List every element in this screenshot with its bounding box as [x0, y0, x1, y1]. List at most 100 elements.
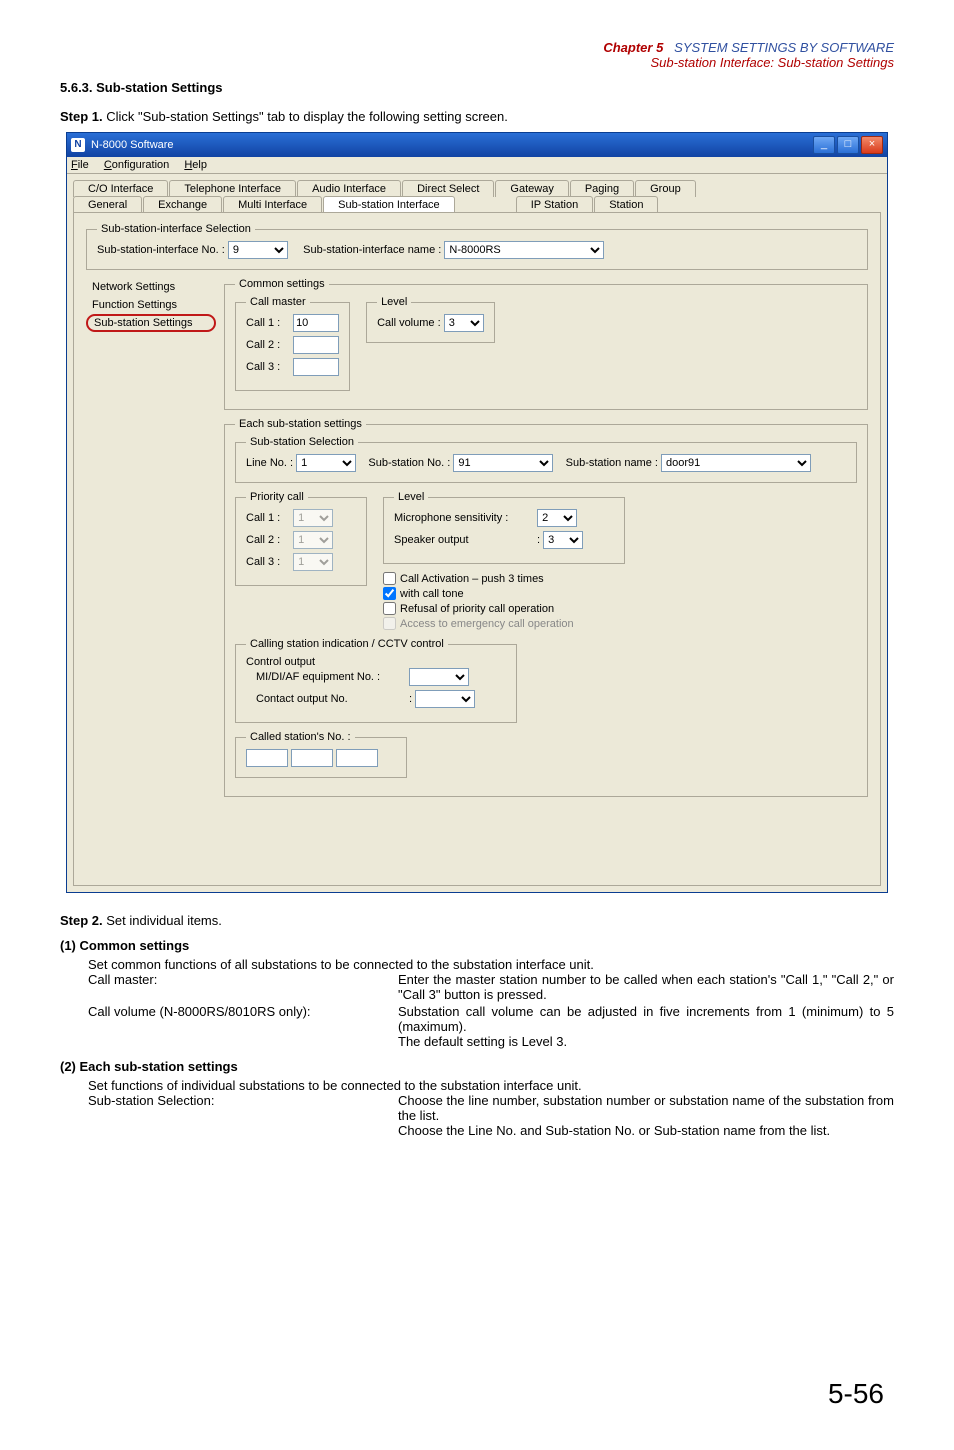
chapter-label: Chapter 5	[603, 40, 663, 55]
each-level-legend: Level	[394, 491, 428, 503]
call-volume-label: Call volume :	[377, 317, 441, 329]
cctv-legend: Calling station indication / CCTV contro…	[246, 638, 448, 650]
menu-configuration[interactable]: Configuration	[104, 159, 169, 171]
tab-paging[interactable]: Paging	[570, 180, 634, 197]
tab-group[interactable]: Group	[635, 180, 696, 197]
interface-name-select[interactable]: N-8000RS	[444, 241, 604, 259]
subtitle-2: (2) Each sub-station settings	[60, 1059, 894, 1074]
refusal-check[interactable]	[383, 602, 396, 615]
sub-name-label: Sub-station name :	[566, 457, 658, 469]
each-substation-group: Each sub-station settings Sub-station Se…	[224, 418, 868, 797]
each-substation-legend: Each sub-station settings	[235, 418, 366, 430]
sub-no-label: Sub-station No. :	[368, 457, 450, 469]
row1-right: Enter the master station number to be ca…	[398, 972, 894, 1002]
mic-label: Microphone sensitivity :	[394, 512, 534, 524]
row3-right-b: Choose the Line No. and Sub-station No. …	[398, 1123, 894, 1138]
tab-co-interface[interactable]: C/O Interface	[73, 180, 168, 197]
called-3[interactable]	[336, 749, 378, 767]
menu-file[interactable]: File	[71, 159, 89, 171]
page-number: 5-56	[60, 1378, 894, 1410]
call3-label: Call 3 :	[246, 361, 290, 373]
step2-line: Step 2. Set individual items.	[60, 913, 894, 928]
contact-select[interactable]	[415, 690, 475, 708]
call-volume-select[interactable]: 3	[444, 314, 484, 332]
p-call3-select: 1	[293, 553, 333, 571]
tab-station[interactable]: Station	[594, 196, 658, 213]
sidebar-item-network-settings[interactable]: Network Settings	[86, 278, 216, 296]
p-call2-label: Call 2 :	[246, 534, 290, 546]
called-station-legend: Called station's No. :	[246, 731, 355, 743]
chapter-header: Chapter 5 SYSTEM SETTINGS BY SOFTWARE Su…	[60, 40, 894, 70]
section-title: 5.6.3. Sub-station Settings	[60, 80, 894, 95]
interface-name-label: Sub-station-interface name :	[303, 244, 441, 256]
called-station-group: Called station's No. :	[235, 731, 407, 778]
tab-direct-select[interactable]: Direct Select	[402, 180, 494, 197]
p-call2-select: 1	[293, 531, 333, 549]
call1-input[interactable]	[293, 314, 339, 332]
called-1[interactable]	[246, 749, 288, 767]
eq-label: MI/DI/AF equipment No. :	[256, 671, 406, 683]
call1-label: Call 1 :	[246, 317, 290, 329]
common-level-legend: Level	[377, 296, 411, 308]
control-output-label: Control output	[246, 656, 506, 668]
step1-label: Step 1.	[60, 109, 103, 124]
close-button[interactable]: ×	[861, 136, 883, 154]
with-call-tone-check[interactable]	[383, 587, 396, 600]
p-call1-label: Call 1 :	[246, 512, 290, 524]
common-level-group: Level Call volume : 3	[366, 296, 495, 343]
step2-label: Step 2.	[60, 913, 103, 928]
top-selection-group: Sub-station-interface Selection Sub-stat…	[86, 223, 868, 270]
subtitle-1: (1) Common settings	[60, 938, 894, 953]
spk-select[interactable]: 3	[543, 531, 583, 549]
common-settings-legend: Common settings	[235, 278, 329, 290]
p-call1-select: 1	[293, 509, 333, 527]
call3-input[interactable]	[293, 358, 339, 376]
tab-substation-interface[interactable]: Sub-station Interface	[323, 196, 455, 213]
tab-multi-interface[interactable]: Multi Interface	[223, 196, 322, 213]
p-call3-label: Call 3 :	[246, 556, 290, 568]
chapter-title: SYSTEM SETTINGS BY SOFTWARE	[674, 40, 894, 55]
substation-selection-group: Sub-station Selection Line No. : 1 Sub-s…	[235, 436, 857, 483]
spk-label: Speaker output	[394, 534, 534, 546]
emergency-check	[383, 617, 396, 630]
settings-sidebar: Network Settings Function Settings Sub-s…	[86, 278, 216, 332]
interface-no-select[interactable]: 9	[228, 241, 288, 259]
sidebar-item-function-settings[interactable]: Function Settings	[86, 296, 216, 314]
step2-text: Set individual items.	[106, 913, 222, 928]
line-no-select[interactable]: 1	[296, 454, 356, 472]
contact-label: Contact output No.	[256, 693, 406, 705]
eq-select[interactable]	[409, 668, 469, 686]
called-2[interactable]	[291, 749, 333, 767]
app-icon: N	[71, 138, 85, 152]
chapter-sub: Sub-station Interface: Sub-station Setti…	[60, 55, 894, 70]
each-level-group: Level Microphone sensitivity : 2	[383, 491, 625, 564]
tab-gateway[interactable]: Gateway	[495, 180, 568, 197]
sub-name-select[interactable]: door91	[661, 454, 811, 472]
maximize-button[interactable]: □	[837, 136, 859, 154]
refusal-label: Refusal of priority call operation	[400, 603, 554, 615]
call2-input[interactable]	[293, 336, 339, 354]
with-call-tone-label: with call tone	[400, 588, 464, 600]
menu-help[interactable]: Help	[184, 159, 207, 171]
sub-no-select[interactable]: 91	[453, 454, 553, 472]
cctv-group: Calling station indication / CCTV contro…	[235, 638, 517, 723]
menubar: File Configuration Help	[67, 157, 887, 174]
window-title: N-8000 Software	[91, 139, 174, 151]
tab-ip-station[interactable]: IP Station	[516, 196, 594, 213]
row3-right-a: Choose the line number, substation numbe…	[398, 1093, 894, 1123]
call-activation-check[interactable]	[383, 572, 396, 585]
tab-audio-interface[interactable]: Audio Interface	[297, 180, 401, 197]
call-master-group: Call master Call 1 : Call 2 :	[235, 296, 350, 391]
row3-left: Sub-station Selection:	[88, 1093, 398, 1138]
call-master-legend: Call master	[246, 296, 310, 308]
row2-left: Call volume (N-8000RS/8010RS only):	[88, 1004, 398, 1049]
mic-select[interactable]: 2	[537, 509, 577, 527]
sidebar-item-substation-settings[interactable]: Sub-station Settings	[86, 314, 216, 332]
substation-selection-legend: Sub-station Selection	[246, 436, 358, 448]
tab-telephone-interface[interactable]: Telephone Interface	[169, 180, 296, 197]
tab-exchange[interactable]: Exchange	[143, 196, 222, 213]
call2-label: Call 2 :	[246, 339, 290, 351]
minimize-button[interactable]: _	[813, 136, 835, 154]
h2-text: Set functions of individual substations …	[88, 1078, 894, 1093]
tab-general[interactable]: General	[73, 196, 142, 213]
